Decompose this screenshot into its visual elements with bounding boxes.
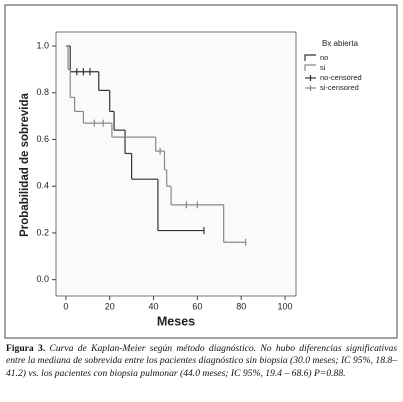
- legend-swatch: [304, 54, 316, 61]
- x-tick-label: 40: [149, 301, 159, 311]
- y-tick-label: 0.8: [36, 87, 49, 97]
- x-tick-label: 20: [105, 301, 115, 311]
- x-tick-label: 0: [63, 301, 68, 311]
- x-tick-label: 80: [236, 301, 246, 311]
- legend-title: Bx abierta: [322, 39, 359, 48]
- y-tick-label: 0.4: [36, 181, 49, 191]
- caption: Figura 3. Curva de Kaplan-Meier según mé…: [6, 343, 397, 380]
- y-tick-label: 1.0: [36, 40, 49, 50]
- legend-label: no-censored: [320, 73, 362, 82]
- x-axis-label: Meses: [157, 314, 195, 328]
- plot-frame: [55, 31, 297, 297]
- caption-label: Figura 3.: [6, 343, 46, 354]
- y-axis-label: Probabilidad de sobrevida: [19, 93, 31, 237]
- legend-label: si-censored: [320, 83, 359, 92]
- x-tick-label: 100: [278, 301, 293, 311]
- x-tick-label: 60: [192, 301, 202, 311]
- legend-label: si: [320, 63, 326, 72]
- y-tick-label: 0.2: [36, 227, 49, 237]
- y-tick-label: 0.0: [36, 274, 49, 284]
- legend-swatch: [304, 64, 316, 71]
- caption-text: Curva de Kaplan-Meier según método diagn…: [6, 343, 398, 379]
- chart: Probabilidad de sobrevida Meses Bx abier…: [4, 4, 398, 339]
- y-tick-label: 0.6: [36, 134, 49, 144]
- legend-label: no: [320, 53, 328, 62]
